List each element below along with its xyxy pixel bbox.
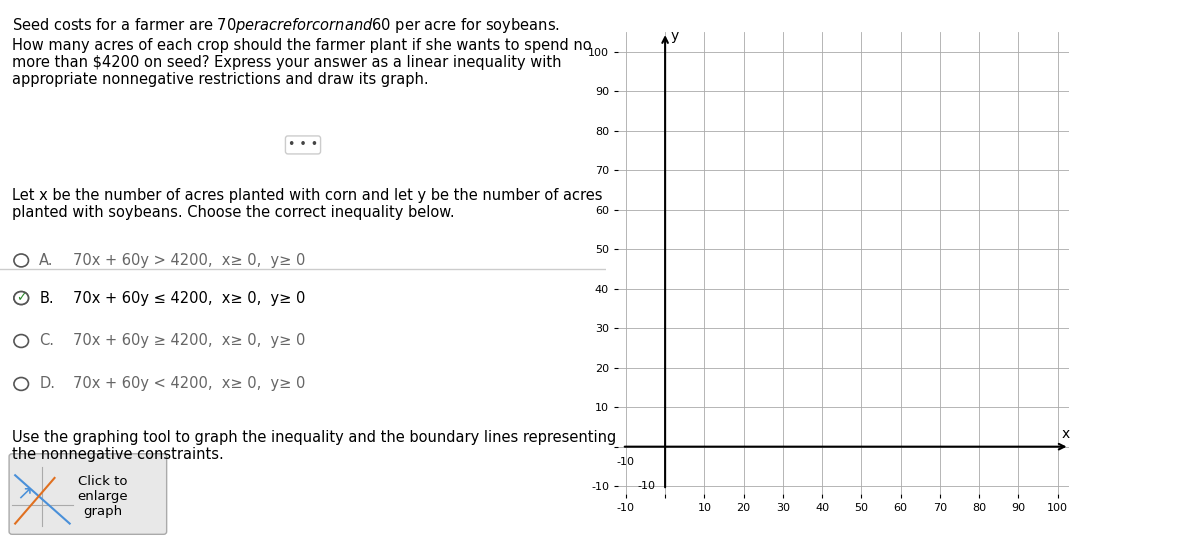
Text: Click to
enlarge
graph: Click to enlarge graph [78, 475, 128, 518]
Text: Use the graphing tool to graph the inequality and the boundary lines representin: Use the graphing tool to graph the inequ… [12, 430, 617, 462]
Text: 70x + 60y > 4200,  x≥ 0,  y≥ 0: 70x + 60y > 4200, x≥ 0, y≥ 0 [73, 253, 305, 268]
Text: ✓: ✓ [16, 292, 26, 304]
Text: y: y [671, 29, 679, 43]
Text: D.: D. [40, 376, 55, 391]
Text: x: x [1061, 427, 1069, 441]
Text: • • •: • • • [288, 139, 318, 151]
Text: -10: -10 [617, 456, 635, 467]
Text: Let x be the number of acres planted with corn and let y be the number of acres
: Let x be the number of acres planted wit… [12, 188, 602, 220]
FancyBboxPatch shape [10, 454, 167, 534]
Text: ↗: ↗ [16, 483, 32, 502]
Text: A.: A. [40, 253, 54, 268]
Circle shape [14, 292, 29, 304]
Text: B.: B. [40, 291, 54, 306]
Text: 70x + 60y ≥ 4200,  x≥ 0,  y≥ 0: 70x + 60y ≥ 4200, x≥ 0, y≥ 0 [73, 333, 305, 349]
Text: Seed costs for a farmer are $70 per acre for corn and $60 per acre for soybeans.: Seed costs for a farmer are $70 per acre… [12, 16, 592, 88]
Text: C.: C. [40, 333, 54, 349]
Text: 70x + 60y ≤ 4200,  x≥ 0,  y≥ 0: 70x + 60y ≤ 4200, x≥ 0, y≥ 0 [73, 291, 305, 306]
Text: 70x + 60y < 4200,  x≥ 0,  y≥ 0: 70x + 60y < 4200, x≥ 0, y≥ 0 [73, 376, 305, 391]
Text: -10: -10 [637, 481, 655, 491]
Circle shape [14, 292, 29, 304]
